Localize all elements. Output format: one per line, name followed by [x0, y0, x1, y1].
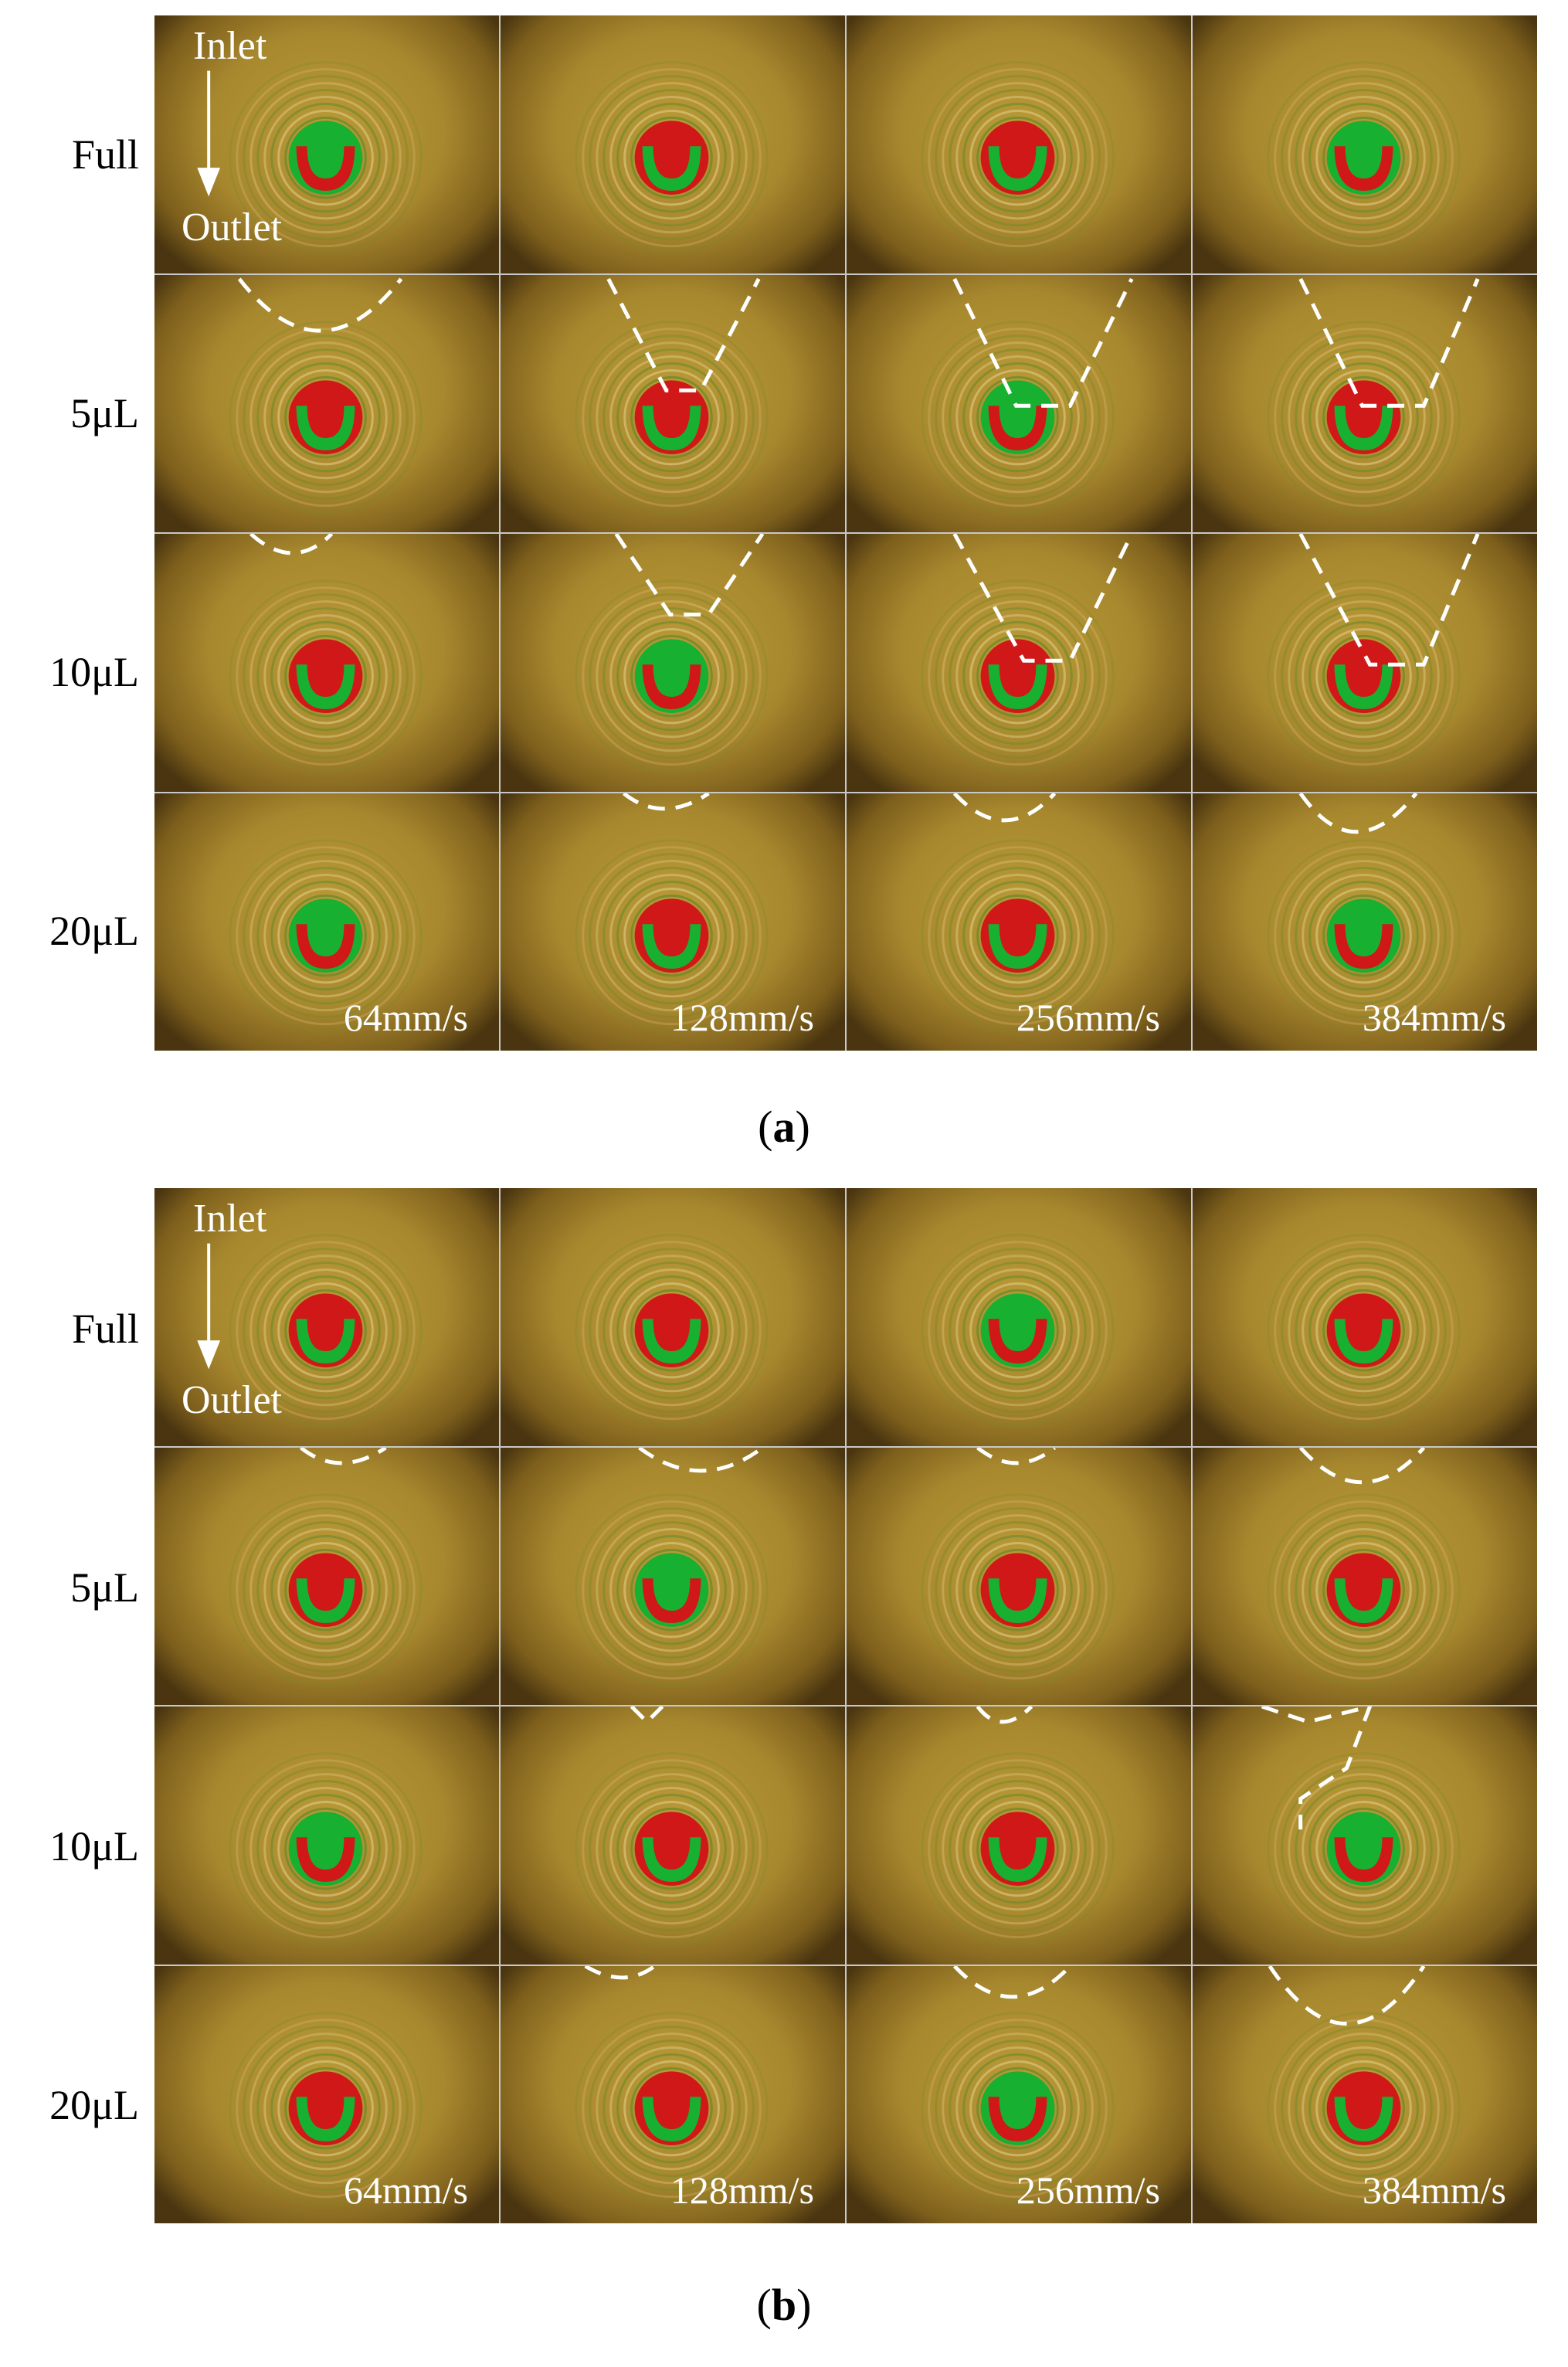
- meniscus-boundary: [952, 534, 1134, 663]
- row-label-full-b: Full: [71, 1306, 139, 1352]
- photo-cell: 64mm/s: [154, 1965, 499, 2223]
- flow-arrow-icon: [197, 1243, 221, 1370]
- inlet-label: Inlet: [193, 24, 267, 68]
- photo-cell: [154, 1447, 499, 1705]
- meniscus-boundary: [1268, 1965, 1426, 2026]
- row-label-20ul-b: 20μL: [49, 2082, 139, 2128]
- photo-cell: [501, 1706, 845, 1965]
- meniscus-boundary: [614, 534, 765, 617]
- meniscus-boundary: [630, 1706, 664, 1725]
- meniscus-boundary: [249, 534, 334, 555]
- caption-a: (a): [758, 1102, 810, 1152]
- photo-cell: [847, 1706, 1191, 1965]
- speed-label: 384mm/s: [1362, 2168, 1506, 2212]
- photo-cell: [847, 534, 1191, 792]
- row-label-5ul-b: 5μL: [70, 1564, 139, 1611]
- photo-cell: 256mm/s: [847, 1965, 1191, 2223]
- photo-cell: [501, 1447, 845, 1705]
- speed-label: 256mm/s: [1016, 996, 1160, 1039]
- meniscus-boundary: [976, 1706, 1033, 1724]
- photo-cell: [847, 1447, 1191, 1705]
- meniscus-boundary: [606, 277, 761, 392]
- photo-cell: [501, 534, 845, 792]
- row-label-full-a: Full: [71, 131, 139, 178]
- outlet-label: Outlet: [182, 205, 282, 250]
- speed-label: 128mm/s: [670, 996, 814, 1039]
- photo-cell: Inlet Outlet: [154, 1188, 499, 1446]
- meniscus-boundary: [952, 793, 1057, 822]
- meniscus-boundary: [1298, 793, 1418, 834]
- photo-cell: [1193, 534, 1537, 792]
- meniscus-boundary: [300, 1447, 387, 1465]
- meniscus-boundary: [952, 277, 1134, 408]
- photo-cell: [1193, 15, 1537, 273]
- meniscus-boundary: [623, 793, 710, 810]
- photo-cell: Inlet Outlet: [154, 15, 499, 273]
- photo-cell: [501, 274, 845, 532]
- speed-label: 128mm/s: [670, 2168, 814, 2212]
- image-grid-b: Inlet Outlet 64mm/s 128mm/s 256mm/s 384mm/s: [154, 1188, 1537, 2223]
- inlet-label: Inlet: [193, 1197, 267, 1241]
- photo-cell: 128mm/s: [501, 793, 845, 1051]
- row-label-10ul-a: 10μL: [49, 649, 139, 695]
- photo-cell: [501, 15, 845, 273]
- meniscus-boundary: [952, 1965, 1072, 1999]
- photo-cell: [154, 274, 499, 532]
- speed-label: 384mm/s: [1362, 996, 1506, 1039]
- photo-cell: 384mm/s: [1193, 793, 1537, 1051]
- speed-label: 64mm/s: [343, 996, 468, 1039]
- meniscus-boundary: [1261, 1706, 1373, 1830]
- speed-label: 256mm/s: [1016, 2168, 1160, 2212]
- meniscus-boundary: [237, 277, 403, 333]
- meniscus-boundary: [1298, 277, 1480, 408]
- photo-cell: [1193, 1447, 1537, 1705]
- flow-arrow-icon: [197, 70, 221, 197]
- panel-a: Inlet Outlet 64mm/s 128mm/s 256mm/s 384mm/s: [154, 15, 1537, 1051]
- row-label-10ul-b: 10μL: [49, 1823, 139, 1869]
- photo-cell: [1193, 274, 1537, 532]
- outlet-label: Outlet: [182, 1378, 282, 1422]
- photo-cell: 64mm/s: [154, 793, 499, 1051]
- row-label-5ul-a: 5μL: [70, 390, 139, 436]
- photo-cell: 384mm/s: [1193, 1965, 1537, 2223]
- meniscus-boundary: [976, 1447, 1056, 1465]
- meniscus-boundary: [1298, 534, 1480, 667]
- meniscus-boundary: [1298, 1447, 1426, 1484]
- photo-cell: [154, 534, 499, 792]
- photo-cell: [847, 1188, 1191, 1446]
- photo-cell: 256mm/s: [847, 793, 1191, 1051]
- meniscus-boundary: [638, 1447, 764, 1472]
- meniscus-boundary: [584, 1965, 657, 1979]
- row-label-20ul-a: 20μL: [49, 908, 139, 954]
- caption-b: (b): [756, 2280, 812, 2330]
- photo-cell: [1193, 1706, 1537, 1965]
- speed-label: 64mm/s: [343, 2168, 468, 2212]
- image-grid-a: Inlet Outlet 64mm/s 128mm/s 256mm/s 384mm/s: [154, 15, 1537, 1051]
- photo-cell: [154, 1706, 499, 1965]
- panel-b: Inlet Outlet 64mm/s 128mm/s 256mm/s 384mm/s: [154, 1188, 1537, 2223]
- photo-cell: [501, 1188, 845, 1446]
- photo-cell: [847, 15, 1191, 273]
- photo-cell: [847, 274, 1191, 532]
- photo-cell: [1193, 1188, 1537, 1446]
- photo-cell: 128mm/s: [501, 1965, 845, 2223]
